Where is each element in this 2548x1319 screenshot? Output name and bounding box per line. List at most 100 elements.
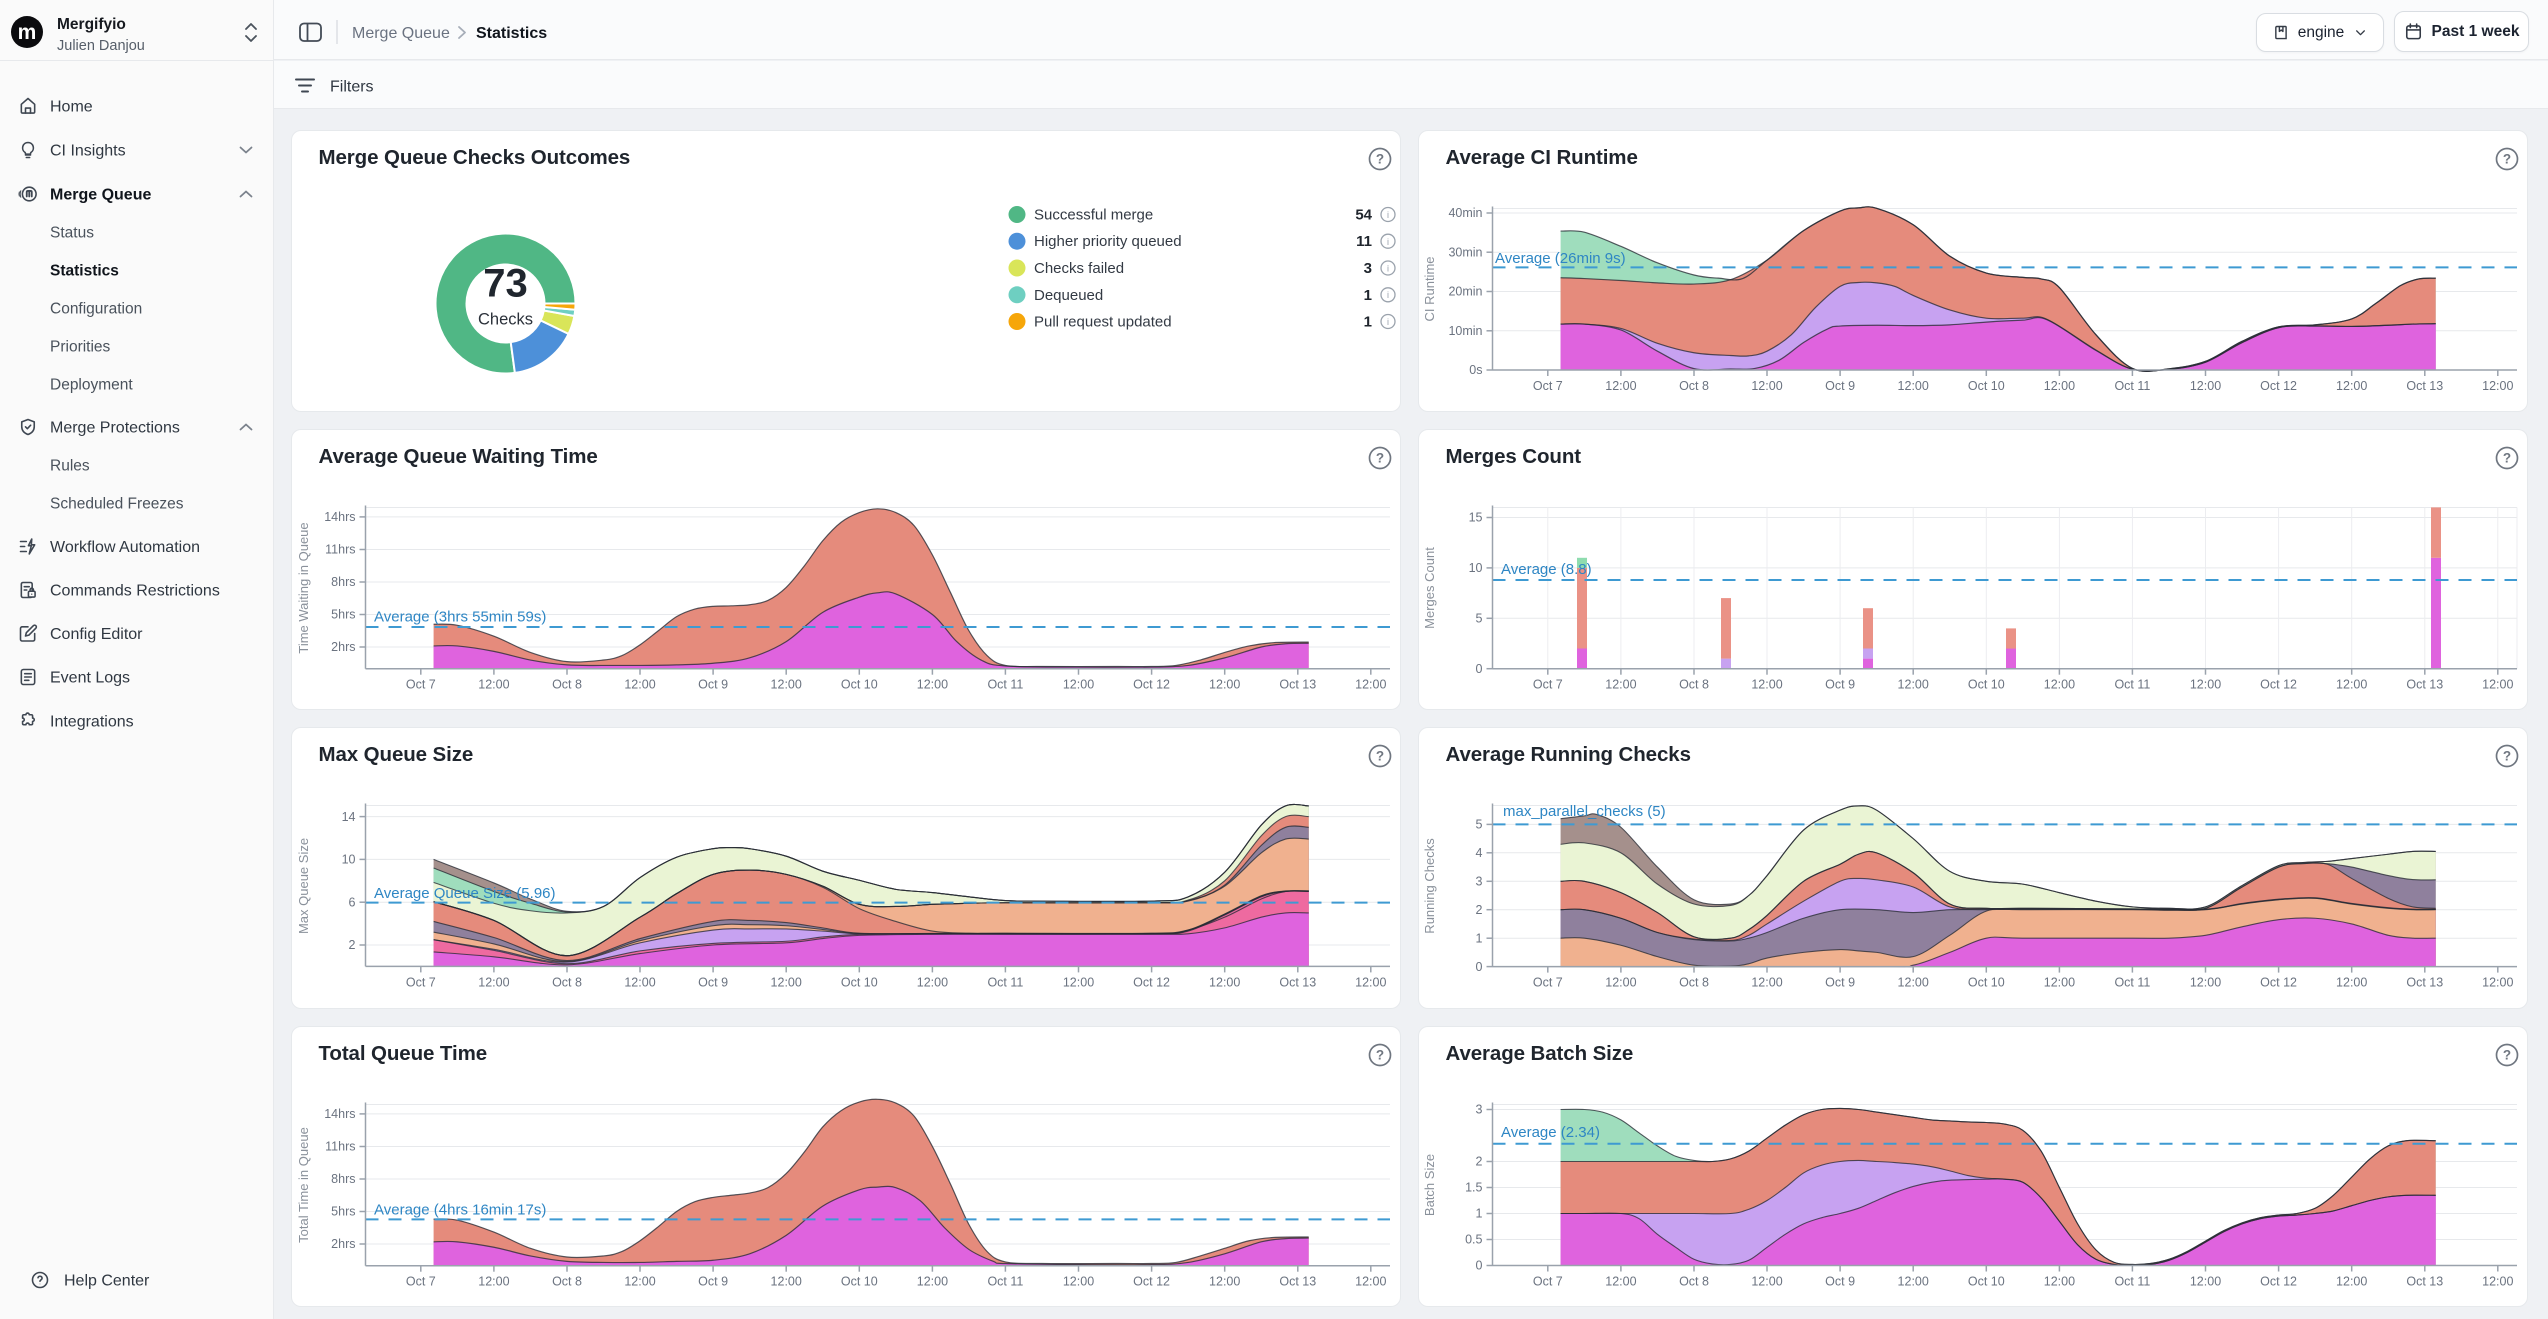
svg-text:12:00: 12:00 [624,975,655,989]
svg-text:12:00: 12:00 [2190,379,2221,393]
svg-text:Commands Restrictions: Commands Restrictions [50,583,220,600]
svg-text:Oct 11: Oct 11 [2114,379,2150,393]
svg-text:Time Waiting in Queue: Time Waiting in Queue [296,522,311,653]
svg-text:Oct 8: Oct 8 [1679,677,1709,691]
svg-text:Total Time in Queue: Total Time in Queue [296,1127,311,1243]
svg-text:Oct 9: Oct 9 [698,1274,728,1288]
svg-text:Oct 7: Oct 7 [1533,677,1563,691]
svg-text:12:00: 12:00 [1898,677,1929,691]
svg-text:Mergifyio: Mergifyio [57,16,126,33]
svg-text:11hrs: 11hrs [325,1139,355,1153]
svg-text:12:00: 12:00 [478,975,509,989]
svg-text:Oct 9: Oct 9 [1825,1274,1855,1288]
svg-text:12:00: 12:00 [1063,677,1094,691]
svg-text:73: 73 [483,262,528,306]
svg-text:Oct 11: Oct 11 [987,677,1023,691]
svg-text:Event Logs: Event Logs [50,670,130,687]
svg-text:8hrs: 8hrs [331,1172,355,1186]
svg-text:12:00: 12:00 [2482,677,2513,691]
svg-text:i: i [1387,264,1389,274]
svg-text:12:00: 12:00 [2482,976,2513,990]
svg-text:Average Queue Size (5.96): Average Queue Size (5.96) [374,885,556,902]
svg-text:Configuration: Configuration [50,301,142,318]
svg-text:30min: 30min [1448,246,1482,260]
svg-text:0: 0 [1476,960,1483,974]
svg-text:12:00: 12:00 [2482,379,2513,393]
svg-text:?: ? [1376,450,1384,465]
svg-text:Oct 9: Oct 9 [698,975,728,989]
svg-text:Oct 11: Oct 11 [2114,976,2150,990]
svg-text:3: 3 [1476,875,1483,889]
svg-text:Oct 8: Oct 8 [1679,976,1709,990]
svg-text:Checks: Checks [478,311,533,329]
svg-text:Oct 7: Oct 7 [1533,976,1563,990]
svg-text:Rules: Rules [50,458,90,475]
svg-text:?: ? [2503,152,2511,167]
svg-text:CI Insights: CI Insights [50,143,126,160]
svg-text:Merge Queue: Merge Queue [352,25,450,42]
svg-text:0: 0 [1476,1258,1483,1272]
svg-text:max_parallel_checks (5): max_parallel_checks (5) [1503,803,1666,820]
svg-text:Oct 8: Oct 8 [552,975,582,989]
svg-text:5: 5 [1476,818,1483,832]
svg-text:12:00: 12:00 [1751,379,1782,393]
svg-text:10: 10 [1469,561,1483,575]
svg-text:12:00: 12:00 [2336,379,2367,393]
svg-text:Max Queue Size: Max Queue Size [296,838,311,934]
svg-text:6: 6 [349,895,356,909]
svg-text:11hrs: 11hrs [325,542,355,556]
svg-text:Deployment: Deployment [50,377,133,394]
svg-text:?: ? [2503,749,2511,764]
svg-text:1: 1 [1364,287,1372,304]
svg-text:12:00: 12:00 [624,1274,655,1288]
svg-text:Statistics: Statistics [50,263,119,280]
svg-text:Help Center: Help Center [64,1273,150,1290]
svg-text:12:00: 12:00 [771,677,802,691]
svg-text:1.5: 1.5 [1465,1180,1482,1194]
svg-text:12:00: 12:00 [771,1274,802,1288]
svg-text:Oct 10: Oct 10 [841,677,878,691]
svg-text:2hrs: 2hrs [331,1237,355,1251]
svg-text:i: i [1387,237,1389,247]
svg-text:?: ? [2503,450,2511,465]
svg-text:12:00: 12:00 [1605,976,1636,990]
svg-text:12:00: 12:00 [1751,1274,1782,1288]
svg-text:12:00: 12:00 [1605,677,1636,691]
svg-text:?: ? [1376,749,1384,764]
svg-text:12:00: 12:00 [1751,976,1782,990]
svg-text:Average (8.8): Average (8.8) [1501,561,1592,578]
svg-text:1: 1 [1476,931,1483,945]
svg-text:Filters: Filters [330,79,374,96]
svg-text:12:00: 12:00 [1605,379,1636,393]
svg-text:12:00: 12:00 [2190,976,2221,990]
svg-text:Oct 7: Oct 7 [1533,379,1563,393]
svg-text:Oct 12: Oct 12 [1133,1274,1170,1288]
svg-text:Oct 12: Oct 12 [1133,975,1170,989]
svg-text:2: 2 [349,938,356,952]
svg-text:Home: Home [50,99,93,116]
svg-text:12:00: 12:00 [478,1274,509,1288]
svg-text:Merge Protections: Merge Protections [50,420,180,437]
svg-text:Oct 10: Oct 10 [1968,976,2005,990]
svg-text:12:00: 12:00 [917,975,948,989]
svg-text:Oct 11: Oct 11 [987,1274,1023,1288]
svg-text:Oct 7: Oct 7 [406,975,436,989]
svg-text:12:00: 12:00 [1355,975,1386,989]
svg-text:Workflow Automation: Workflow Automation [50,539,200,556]
svg-text:5hrs: 5hrs [331,607,355,621]
svg-text:12:00: 12:00 [1751,677,1782,691]
svg-text:Oct 11: Oct 11 [2114,677,2150,691]
svg-text:0.5: 0.5 [1465,1232,1482,1246]
svg-text:Oct 12: Oct 12 [2260,677,2297,691]
svg-text:Oct 10: Oct 10 [841,1274,878,1288]
svg-text:Oct 9: Oct 9 [1825,976,1855,990]
svg-text:Oct 7: Oct 7 [406,1274,436,1288]
svg-text:10: 10 [342,853,356,867]
svg-text:Checks failed: Checks failed [1034,260,1124,277]
svg-text:12:00: 12:00 [1209,1274,1240,1288]
svg-text:Oct 10: Oct 10 [841,975,878,989]
svg-text:14hrs: 14hrs [324,1107,355,1121]
svg-text:?: ? [2503,1047,2511,1062]
svg-text:12:00: 12:00 [2336,976,2367,990]
svg-text:Julien Danjou: Julien Danjou [57,38,145,54]
